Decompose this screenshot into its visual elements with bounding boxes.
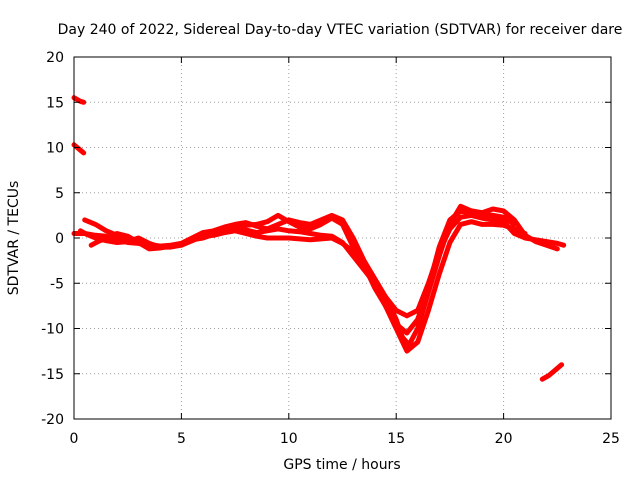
data-series <box>71 95 567 382</box>
chart-title: Day 240 of 2022, Sidereal Day-to-day VTE… <box>58 22 623 38</box>
series-segment-low <box>539 362 565 382</box>
x-tick-label: 10 <box>280 431 298 447</box>
x-axis-label: GPS time / hours <box>283 457 400 473</box>
y-tick-label: -10 <box>41 322 64 338</box>
y-tick-label: -20 <box>41 412 64 428</box>
x-tick-label: 5 <box>177 431 186 447</box>
y-tick-label: 15 <box>46 95 64 111</box>
y-tick-label: 5 <box>55 186 64 202</box>
axis-ticks <box>73 56 612 420</box>
tick-labels: 0 5 10 15 20 25 -20 -15 -10 -5 0 5 10 15 20 <box>41 50 620 447</box>
x-tick-label: 20 <box>495 431 513 447</box>
y-axis-label: SDTVAR / TECUs <box>6 181 22 296</box>
y-tick-label: 10 <box>46 141 64 157</box>
y-tick-label: -5 <box>50 276 64 292</box>
y-tick-label: -15 <box>41 367 64 383</box>
series-segment-high-1 <box>71 95 87 105</box>
series-segment-high-2 <box>71 142 87 156</box>
x-tick-label: 0 <box>70 431 79 447</box>
x-tick-label: 25 <box>602 431 620 447</box>
y-tick-label: 20 <box>46 50 64 66</box>
x-tick-label: 15 <box>387 431 405 447</box>
series-track-1 <box>71 212 567 319</box>
series-track-3 <box>88 219 528 354</box>
y-tick-label: 0 <box>55 231 64 247</box>
series-track-4 <box>77 208 517 336</box>
